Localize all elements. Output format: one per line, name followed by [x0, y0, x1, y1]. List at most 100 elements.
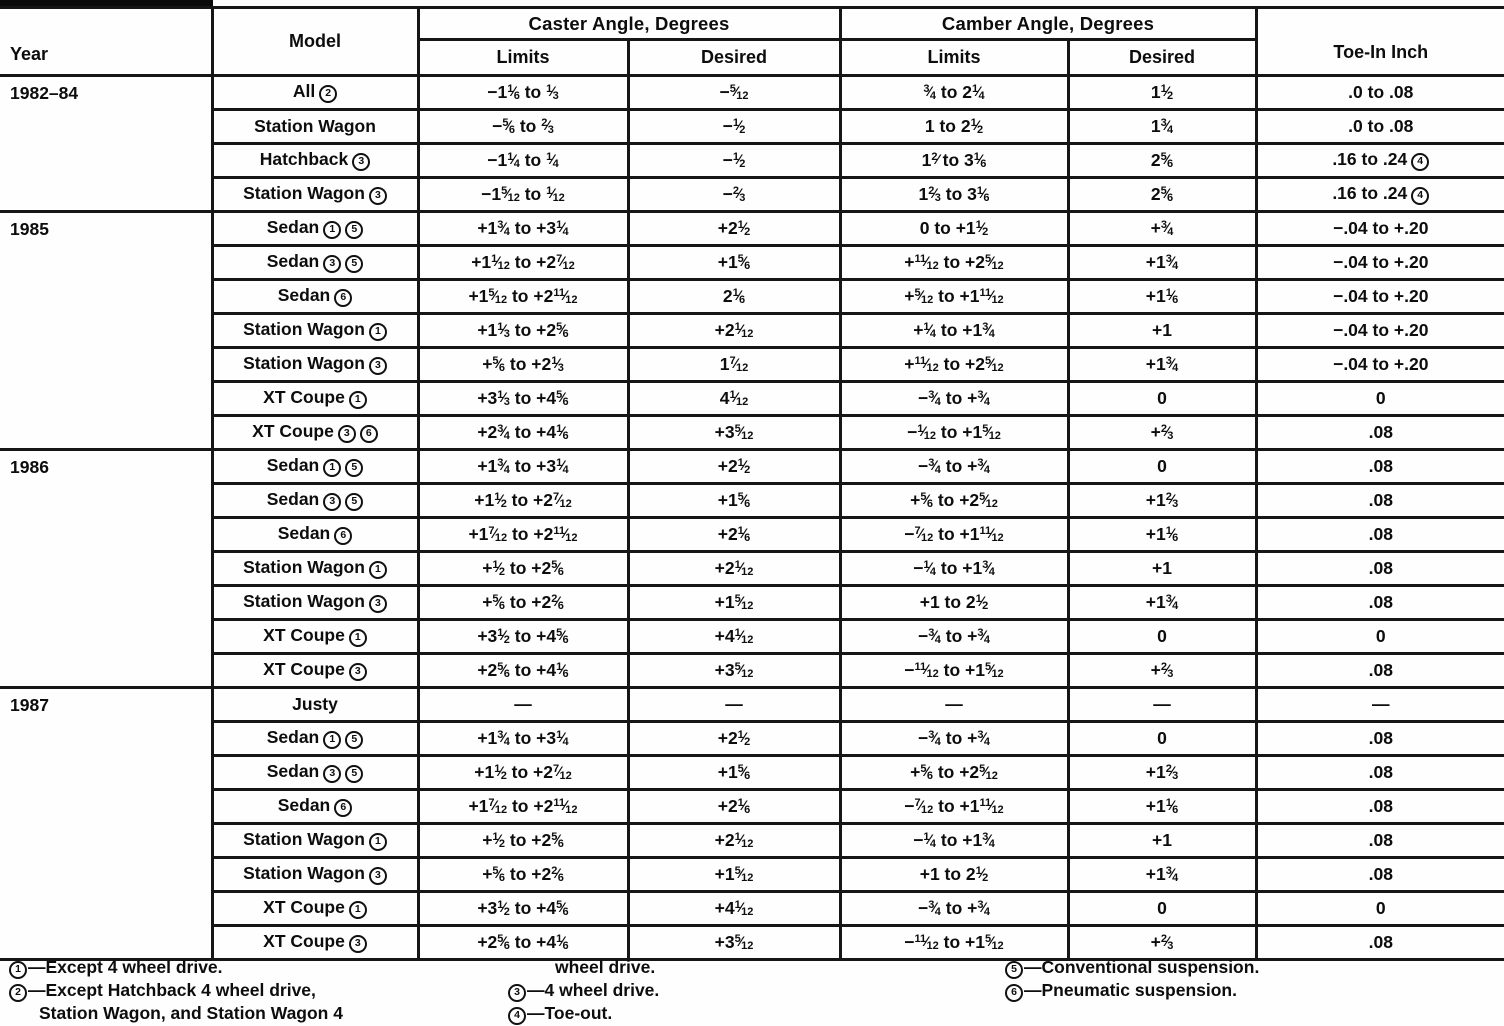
- toe-in-cell: −.04 to +.20: [1254, 278, 1504, 315]
- toe-in-cell: .16 to .24 4: [1254, 142, 1504, 179]
- camber-desired-cell: 0: [1066, 720, 1258, 757]
- model-cell: Sedan 1 5: [210, 210, 420, 247]
- caster-limits-cell: +11⁄12 to +27⁄12: [416, 244, 630, 281]
- model-cell: Justy: [210, 686, 420, 723]
- table-row: 1987 Justy — — — — —: [0, 686, 1504, 961]
- caster-limits-cell: −11⁄4 to 1⁄4: [416, 142, 630, 179]
- model-cell: XT Coupe 1: [210, 618, 420, 655]
- toe-in-cell: .08: [1254, 550, 1504, 587]
- model-cell: Station Wagon 1: [210, 822, 420, 859]
- caster-desired-cell: +21⁄2: [626, 210, 842, 247]
- footnote-ref-icon: 4: [1411, 153, 1430, 171]
- caster-group-header: Caster Angle, Degrees: [416, 6, 842, 41]
- toe-in-cell: −.04 to +.20: [1254, 346, 1504, 383]
- footnote-ref-icon: 3: [352, 153, 371, 171]
- table-row: Station Wagon 3 +5⁄6 to +22⁄6 +15⁄12 +1 to 2…: [0, 584, 1504, 621]
- camber-limits-cell: −3⁄4 to +3⁄4: [838, 618, 1070, 655]
- model-cell: Station Wagon 3: [210, 584, 420, 621]
- caster-limits-cell: +25⁄6 to +41⁄6: [416, 924, 630, 961]
- footnote-ref-icon: 6: [334, 799, 353, 817]
- caster-desired-cell: +35⁄12: [626, 414, 842, 451]
- toe-in-cell: 0: [1254, 618, 1504, 655]
- camber-desired-cell: +11⁄6: [1066, 278, 1258, 315]
- toe-in-cell: .08: [1254, 822, 1504, 859]
- camber-desired-cell: +13⁄4: [1066, 856, 1258, 893]
- camber-limits-cell: —: [838, 686, 1070, 723]
- footnote-ref-icon: 6: [359, 425, 378, 443]
- toe-in-cell: .08: [1254, 754, 1504, 791]
- model-column-header: Model: [210, 6, 420, 77]
- model-cell: XT Coupe 1: [210, 890, 420, 927]
- footnote-ref-icon: 5: [345, 493, 364, 511]
- camber-limits-cell: +1 to 21⁄2: [838, 856, 1070, 893]
- footnote-ref-icon: 1: [323, 221, 342, 239]
- table-row: 1986 Sedan 1 5 +13⁄4 to +31⁄4 +21⁄2 −3⁄4 to +3…: [0, 448, 1504, 689]
- caster-desired-cell: +15⁄6: [626, 754, 842, 791]
- table-row: Station Wagon 3 −15⁄12 to 1⁄12 −2⁄3 12⁄3 to …: [0, 176, 1504, 213]
- footnote-ref-icon: 5: [345, 459, 364, 477]
- footnote-ref-icon: 1: [348, 629, 367, 647]
- camber-desired-cell: 0: [1066, 380, 1258, 417]
- model-cell: XT Coupe 3 6: [210, 414, 420, 451]
- camber-limits-cell: −11⁄12 to +15⁄12: [838, 652, 1070, 689]
- year-cell: 1986: [0, 448, 214, 689]
- footnote-ref-icon: 3: [337, 425, 356, 443]
- caster-desired-cell: —: [626, 686, 842, 723]
- camber-limits-header: Limits: [838, 38, 1070, 77]
- caster-desired-cell: +21⁄12: [626, 312, 842, 349]
- footnote-ref-icon: 3: [323, 765, 342, 783]
- camber-desired-cell: 25⁄6: [1066, 142, 1258, 179]
- caster-limits-cell: +5⁄6 to +22⁄6: [416, 856, 630, 893]
- caster-desired-cell: 17⁄12: [626, 346, 842, 383]
- footnote-ref-icon: 5: [1005, 961, 1023, 979]
- caster-desired-cell: +41⁄12: [626, 890, 842, 927]
- caster-desired-cell: 41⁄12: [626, 380, 842, 417]
- footnote-line: 2 —Except Hatchback 4 wheel drive,: [9, 979, 343, 1002]
- table-header: Year Model Caster Angle, Degrees Camber …: [0, 6, 1504, 77]
- model-cell: Sedan 1 5: [210, 720, 420, 757]
- caster-desired-cell: +21⁄2: [626, 720, 842, 757]
- model-cell: Station Wagon: [210, 108, 420, 145]
- camber-desired-cell: +11⁄6: [1066, 516, 1258, 553]
- footnote-ref-icon: 1: [368, 833, 387, 851]
- footnote-ref-icon: 3: [368, 867, 387, 885]
- table-row: Station Wagon 3 +5⁄6 to +21⁄3 17⁄12 +11⁄12 t…: [0, 346, 1504, 383]
- caster-limits-cell: —: [416, 686, 630, 723]
- toe-in-cell: .16 to .24 4: [1254, 176, 1504, 213]
- model-cell: Sedan 3 5: [210, 754, 420, 791]
- caster-limits-cell: +31⁄3 to +45⁄6: [416, 380, 630, 417]
- footnote-ref-icon: 3: [323, 493, 342, 511]
- scan-artifact-bar: [0, 0, 213, 8]
- table-row: 1982–84 All 2 −11⁄6 to 1⁄3 −5⁄12 3⁄4 to 21⁄4 1…: [0, 74, 1504, 213]
- alignment-spec-table: Year Model Caster Angle, Degrees Camber …: [0, 6, 1504, 961]
- footnote-ref-icon: 6: [334, 527, 353, 545]
- year-cell: 1985: [0, 210, 214, 451]
- toe-in-cell: −.04 to +.20: [1254, 312, 1504, 349]
- caster-limits-cell: −11⁄6 to 1⁄3: [416, 74, 630, 111]
- spec-table-body: 1982–84 All 2 −11⁄6 to 1⁄3 −5⁄12 3⁄4 to 21⁄4 1…: [0, 74, 1504, 961]
- caster-limits-cell: −15⁄12 to 1⁄12: [416, 176, 630, 213]
- camber-limits-cell: −1⁄12 to +15⁄12: [838, 414, 1070, 451]
- toe-in-cell: .08: [1254, 720, 1504, 757]
- footnote-ref-icon: 5: [345, 765, 364, 783]
- camber-desired-cell: +1: [1066, 312, 1258, 349]
- caster-limits-cell: +5⁄6 to +22⁄6: [416, 584, 630, 621]
- footnote-line: 5 —Conventional suspension.: [1005, 956, 1259, 979]
- camber-desired-cell: +1: [1066, 822, 1258, 859]
- camber-limits-cell: +1 to 21⁄2: [838, 584, 1070, 621]
- caster-limits-cell: +11⁄2 to +27⁄12: [416, 482, 630, 519]
- table-row: XT Coupe 1 +31⁄2 to +45⁄6 +41⁄12 −3⁄4 to +3⁄…: [0, 618, 1504, 655]
- caster-desired-cell: 21⁄6: [626, 278, 842, 315]
- camber-limits-cell: −1⁄4 to +13⁄4: [838, 550, 1070, 587]
- caster-desired-cell: −1⁄2: [626, 108, 842, 145]
- model-cell: Sedan 6: [210, 788, 420, 825]
- footnote-ref-icon: 3: [368, 357, 387, 375]
- footnote-ref-icon: 2: [9, 984, 27, 1002]
- footnote-ref-icon: 1: [348, 391, 367, 409]
- table-row: Station Wagon 3 +5⁄6 to +22⁄6 +15⁄12 +1 to 2…: [0, 856, 1504, 893]
- camber-desired-cell: +13⁄4: [1066, 584, 1258, 621]
- camber-desired-cell: +2⁄3: [1066, 652, 1258, 689]
- model-cell: Station Wagon 1: [210, 550, 420, 587]
- footnote-line: wheel drive.: [555, 957, 656, 977]
- table-row: XT Coupe 3 +25⁄6 to +41⁄6 +35⁄12 −11⁄12 to +…: [0, 924, 1504, 961]
